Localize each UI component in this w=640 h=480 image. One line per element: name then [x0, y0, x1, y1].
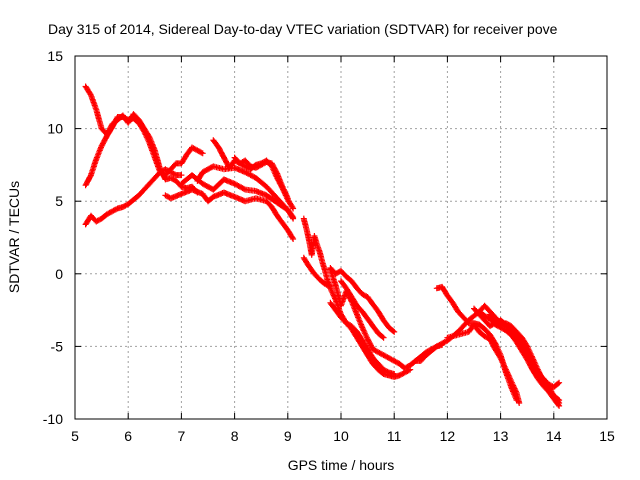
series-arc-18 — [444, 321, 523, 406]
x-tick-label: 6 — [124, 428, 132, 444]
plus-marker — [162, 186, 297, 242]
x-tick-label: 9 — [284, 428, 292, 444]
data-markers — [82, 83, 563, 409]
plus-marker — [300, 215, 334, 290]
y-tick-labels: -10 -5 0 5 10 15 — [43, 48, 63, 427]
plus-marker — [444, 321, 523, 406]
y-tick-label: -5 — [51, 338, 64, 354]
plus-marker — [82, 83, 201, 196]
series-arc-9 — [300, 215, 334, 290]
x-tick-label: 11 — [387, 428, 402, 444]
series-arc-21 — [487, 311, 563, 404]
x-tick-label: 7 — [178, 428, 186, 444]
plus-marker — [338, 278, 387, 341]
x-tick-label: 13 — [493, 428, 509, 444]
series-arc-13 — [327, 299, 398, 377]
series-arc-15 — [338, 278, 387, 341]
x-tick-label: 15 — [599, 428, 615, 444]
series-arc-4 — [162, 186, 297, 242]
x-tick-label: 14 — [546, 428, 562, 444]
series-arc-1 — [82, 83, 201, 196]
plus-marker — [231, 154, 291, 202]
plus-marker — [327, 265, 398, 335]
x-tick-label: 10 — [333, 428, 349, 444]
plus-marker — [82, 166, 185, 228]
y-tick-label: 15 — [47, 48, 63, 64]
y-tick-label: 0 — [55, 266, 63, 282]
y-tick-label: 10 — [47, 121, 63, 137]
x-tick-labels: 5 6 7 8 9 10 11 12 13 14 15 — [71, 428, 615, 444]
series-arc-3 — [82, 166, 185, 228]
x-tick-label: 8 — [231, 428, 239, 444]
series-arc-8 — [231, 154, 291, 202]
x-axis-label: GPS time / hours — [288, 457, 395, 473]
x-tick-label: 5 — [71, 428, 79, 444]
y-tick-label: 5 — [55, 193, 63, 209]
series-arc-14 — [327, 265, 398, 335]
series-arc-10 — [300, 254, 334, 290]
chart-title: Day 315 of 2014, Sidereal Day-to-day VTE… — [48, 21, 558, 37]
plus-marker — [327, 299, 398, 377]
plus-marker — [300, 254, 334, 290]
plot-frame — [74, 55, 608, 420]
axis-ticks — [74, 55, 608, 420]
y-tick-label: -10 — [43, 411, 63, 427]
x-tick-label: 12 — [440, 428, 456, 444]
y-axis-label: SDTVAR / TECUs — [6, 181, 22, 293]
plus-marker — [487, 311, 563, 404]
